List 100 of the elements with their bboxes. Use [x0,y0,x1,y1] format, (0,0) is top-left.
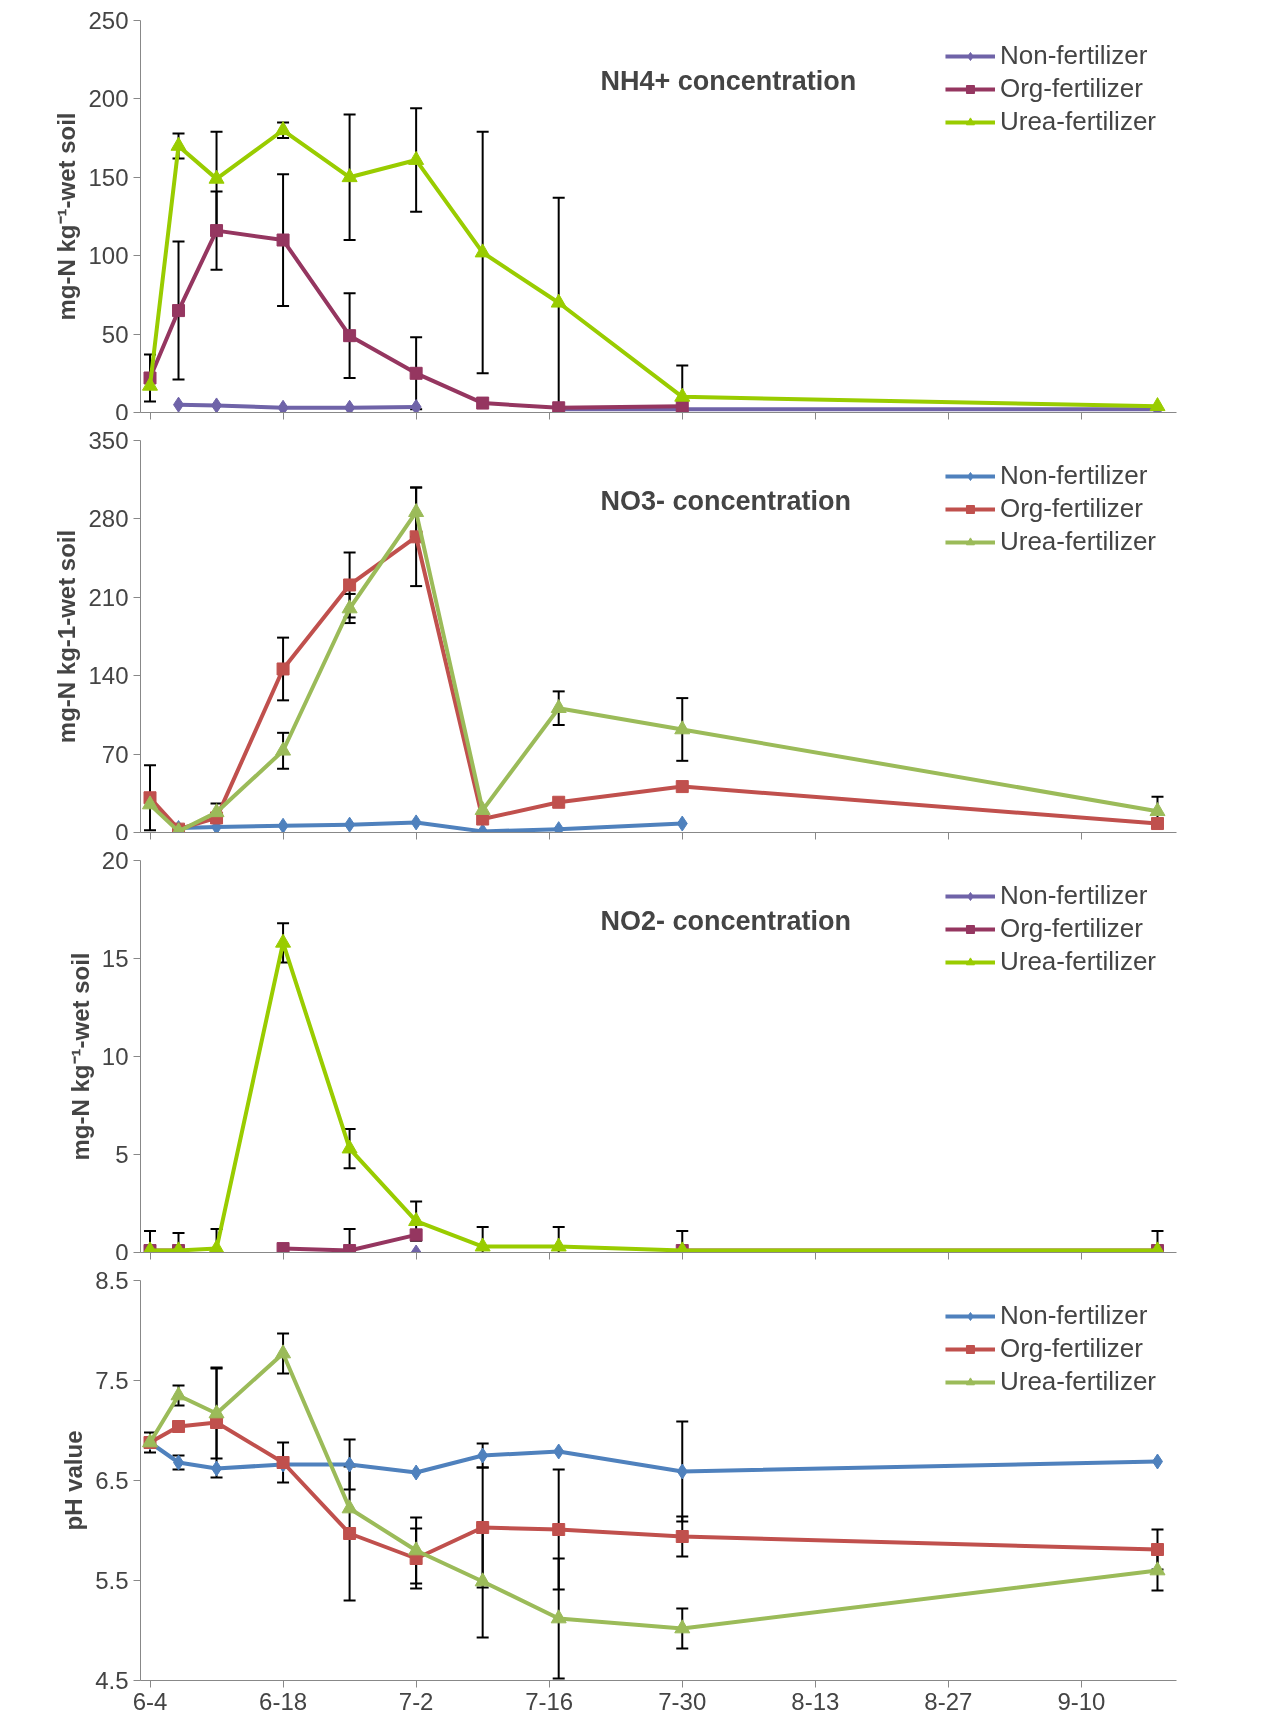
point [1151,1453,1163,1470]
legend-label: Org-fertilizer [999,913,1143,944]
x-tick-label: 6-4 [132,1687,168,1715]
point [276,662,290,676]
point [410,399,422,413]
legend-label: Urea-fertilizer [999,526,1156,557]
point [344,816,356,833]
x-tick-label: 6-18 [259,1687,308,1715]
point [474,243,491,258]
point [476,1521,490,1534]
y-tick-label: 70 [101,740,129,768]
y-tick-label: 150 [88,163,129,191]
x-tick-label: 7-30 [658,1687,707,1715]
point [674,1619,691,1634]
y-tick-label: 250 [88,7,129,34]
point [474,800,491,815]
y-tick-label: 20 [101,847,129,874]
legend-label: Org-fertilizer [999,1333,1143,1364]
y-tick-label: 10 [101,1043,129,1070]
point [343,1527,357,1540]
point [550,1237,567,1252]
point [550,699,567,714]
y-tick-label: 8.5 [95,1267,129,1294]
point [172,1420,186,1433]
point [142,376,158,391]
point [211,1460,223,1477]
legend-label: Non-fertilizer [999,1300,1148,1331]
point [344,399,356,413]
point [341,168,358,183]
legend-label: Non-fertilizer [999,40,1148,71]
point [343,329,357,343]
point [676,815,688,832]
legend-label: Urea-fertilizer [999,106,1156,137]
point [474,1237,491,1252]
point [674,720,691,735]
point [275,933,292,948]
point [1149,1561,1166,1576]
point [550,293,567,308]
x-tick-label: 8-27 [924,1687,973,1715]
x-tick-label: 7-16 [525,1687,574,1715]
point [408,503,425,518]
text: NH4+ concentration [600,65,857,96]
point [208,1404,225,1419]
point [676,1463,688,1480]
point [410,814,422,831]
point [341,599,358,614]
point [408,1541,425,1556]
text: NO3- concentration [600,485,852,516]
point [477,1447,489,1464]
x-tick-label: 9-10 [1057,1687,1106,1715]
point [275,741,292,756]
y-tick-label: 6.5 [95,1467,129,1494]
point [476,396,490,410]
point [142,795,158,810]
y-tick-label: 4.5 [95,1667,129,1694]
point [674,387,691,402]
y-tick-label: 350 [88,427,129,454]
point [552,1523,566,1536]
point [474,1572,491,1587]
point [553,1443,565,1460]
point [550,1609,567,1624]
point [170,136,187,151]
point [675,1530,689,1543]
point [208,1239,225,1253]
point [341,1139,358,1154]
legend-label: Non-fertilizer [999,880,1148,911]
legend-label: Urea-fertilizer [999,1366,1156,1397]
point [1150,1543,1164,1556]
y-tick-label: 7.5 [95,1367,129,1394]
point [277,399,289,413]
y-tick-label: 0 [115,398,129,426]
y-tick-label: 200 [88,85,129,113]
point [410,1464,422,1481]
legend-label: Non-fertilizer [999,460,1148,491]
point [1149,802,1166,817]
y-axis-title: mg-N kg-1-wet soil [53,529,81,744]
point [208,169,225,184]
x-tick-label: 8-13 [791,1687,840,1715]
text: NO2- concentration [600,905,852,936]
y-tick-label: 0 [115,818,129,846]
y-tick-label: 210 [88,583,129,611]
point [210,224,224,238]
y-tick-label: 0 [115,1238,129,1266]
point [277,817,289,833]
y-axis-title: mg-N kg⁻¹-wet soil [66,952,94,1161]
legend-label: Urea-fertilizer [999,946,1156,977]
point [408,150,425,165]
point [675,780,689,794]
y-tick-label: 140 [88,662,129,690]
y-tick-label: 280 [88,505,129,533]
y-tick-label: 50 [101,320,129,348]
y-axis-title: pH value [60,1430,88,1531]
point [1150,817,1164,831]
point [275,121,292,136]
y-tick-label: 100 [88,242,129,270]
point [409,366,423,380]
point [344,1456,356,1473]
point [276,1242,290,1253]
x-tick-label: 7-2 [398,1687,434,1715]
legend-label: Org-fertilizer [999,73,1143,104]
